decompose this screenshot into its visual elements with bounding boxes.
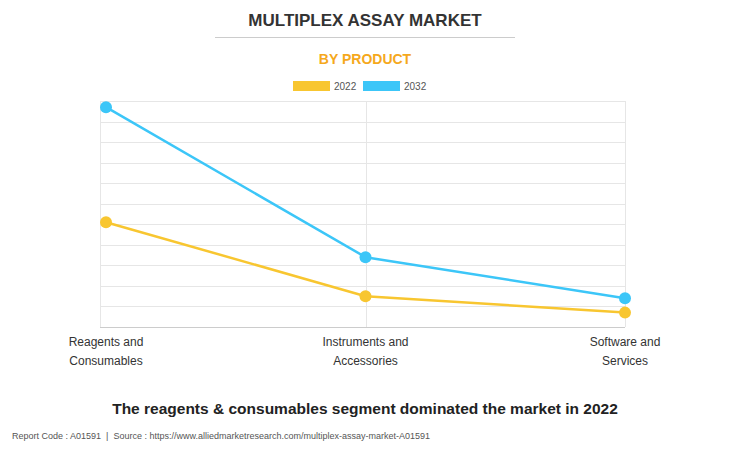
legend-swatch [363,81,400,91]
series-marker [360,251,372,263]
grid [100,101,626,328]
chart: MULTIPLEX ASSAY MARKET BY PRODUCT 2022 2032… [0,0,730,453]
grid-line [100,101,625,102]
legend-label: 2032 [404,81,427,92]
legend: 2022 2032 [293,81,427,92]
title-rule [215,37,515,38]
grid-line [100,122,625,123]
series-marker [100,216,112,228]
y-axis [100,101,101,327]
grid-line [100,245,625,246]
x-tick-label: Reagents and Consumables [69,335,144,368]
caption: The reagents & consumables segment domin… [112,400,618,417]
legend-swatch [293,81,330,91]
x-axis [100,327,625,328]
series-marker [360,290,372,302]
series-marker [619,292,631,304]
legend-label: 2022 [334,81,357,92]
series-marker [100,101,112,113]
grid-line [100,327,625,328]
series-marker [619,307,631,319]
grid-line [100,204,625,205]
grid-line [100,265,625,266]
title: MULTIPLEX ASSAY MARKET [248,11,482,30]
data [100,101,631,318]
grid-line [100,163,625,164]
grid-line [100,183,625,184]
source: Report Code : A01591 | Source : https://… [12,431,430,441]
x-tick-label-line: Accessories [333,354,398,368]
x-tick-label-line: Services [602,354,648,368]
grid-line [100,224,625,225]
x-tick-label: Software and Services [590,335,661,368]
x-tick-label-line: Consumables [69,354,142,368]
series-line [106,107,625,298]
x-tick-label-line: Software and [590,335,661,349]
series-line [106,222,625,312]
grid-line [100,142,625,143]
x-tick-label-line: Reagents and [69,335,144,349]
x-tick-label: Instruments and Accessories [322,335,408,368]
x-tick-label-line: Instruments and [322,335,408,349]
subtitle: BY PRODUCT [319,51,412,67]
